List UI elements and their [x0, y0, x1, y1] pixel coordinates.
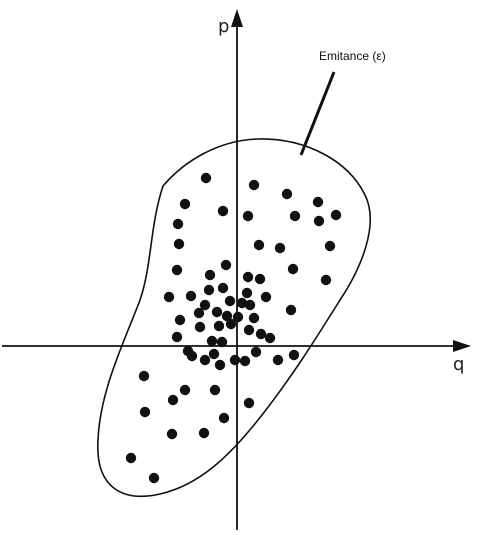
particle-point: [274, 242, 286, 254]
particle-point: [288, 349, 300, 361]
particle-point: [166, 428, 178, 440]
particle-point: [172, 218, 184, 230]
particle-point: [241, 287, 253, 299]
particle-point: [253, 239, 265, 251]
particle-point: [171, 264, 183, 276]
particle-point: [221, 310, 233, 322]
particle-point: [167, 394, 179, 406]
particle-point: [272, 354, 284, 366]
particle-point: [171, 331, 183, 343]
particle-point: [225, 318, 237, 330]
particle-point: [242, 210, 254, 222]
particle-point: [220, 259, 232, 271]
particle-point: [242, 271, 254, 283]
q-axis-arrowhead: [453, 340, 471, 352]
particle-point: [173, 238, 185, 250]
particle-point: [330, 209, 342, 221]
particle-point: [255, 328, 267, 340]
particle-point: [199, 354, 211, 366]
particle-points: [125, 172, 342, 484]
particle-point: [224, 295, 236, 307]
particle-point: [244, 299, 256, 311]
particle-point: [287, 263, 299, 275]
emittance-contour: [97, 138, 371, 498]
particle-point: [185, 290, 197, 302]
particle-point: [312, 196, 324, 208]
particle-point: [217, 282, 229, 294]
particle-point: [243, 397, 255, 409]
q-axis-label: q: [453, 354, 464, 375]
particle-point: [254, 273, 266, 285]
particle-point: [229, 354, 241, 366]
particle-point: [285, 304, 297, 316]
particle-point: [148, 472, 160, 484]
particle-point: [203, 284, 215, 296]
particle-point: [138, 370, 150, 382]
particle-point: [260, 291, 272, 303]
particle-point: [243, 324, 255, 336]
particle-point: [213, 320, 225, 332]
particle-point: [217, 205, 229, 217]
particle-point: [199, 299, 211, 311]
particle-point: [204, 269, 216, 281]
particle-point: [214, 359, 226, 371]
particle-point: [163, 291, 175, 303]
particle-point: [125, 452, 137, 464]
particle-point: [206, 335, 218, 347]
particle-point: [264, 332, 276, 344]
particle-point: [198, 427, 210, 439]
p-axis-label: p: [218, 16, 229, 37]
particle-point: [186, 350, 198, 362]
particle-point: [216, 336, 228, 348]
emittance-pointer-line: [299, 71, 336, 156]
particle-point: [289, 210, 301, 222]
emittance-callout-label: Emitance (ε): [319, 49, 386, 63]
particle-point: [250, 346, 262, 358]
particle-point: [179, 384, 191, 396]
p-axis-arrowhead: [231, 9, 243, 27]
particle-point: [174, 314, 186, 326]
particle-point: [139, 406, 151, 418]
particle-point: [218, 412, 230, 424]
particle-point: [313, 215, 325, 227]
particle-point: [281, 188, 293, 200]
particle-point: [236, 297, 248, 309]
particle-point: [211, 306, 223, 318]
particle-point: [320, 274, 332, 286]
particle-point: [239, 355, 251, 367]
particle-point: [232, 311, 244, 323]
particle-point: [248, 312, 260, 324]
particle-point: [193, 307, 205, 319]
particle-point: [208, 348, 220, 360]
particle-point: [194, 321, 206, 333]
particle-point: [248, 179, 260, 191]
particle-point: [324, 240, 336, 252]
particle-point: [209, 384, 221, 396]
particle-point: [200, 172, 212, 184]
particle-point: [179, 198, 191, 210]
